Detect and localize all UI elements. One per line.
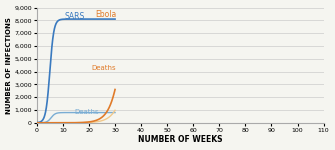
X-axis label: NUMBER OF WEEKS: NUMBER OF WEEKS: [138, 135, 222, 144]
Text: Deaths: Deaths: [75, 109, 99, 115]
Text: SARS: SARS: [64, 12, 84, 21]
Text: Deaths: Deaths: [91, 65, 116, 71]
Text: Ebola: Ebola: [95, 9, 117, 18]
Y-axis label: NUMBER OF INFECTIONS: NUMBER OF INFECTIONS: [6, 17, 11, 114]
